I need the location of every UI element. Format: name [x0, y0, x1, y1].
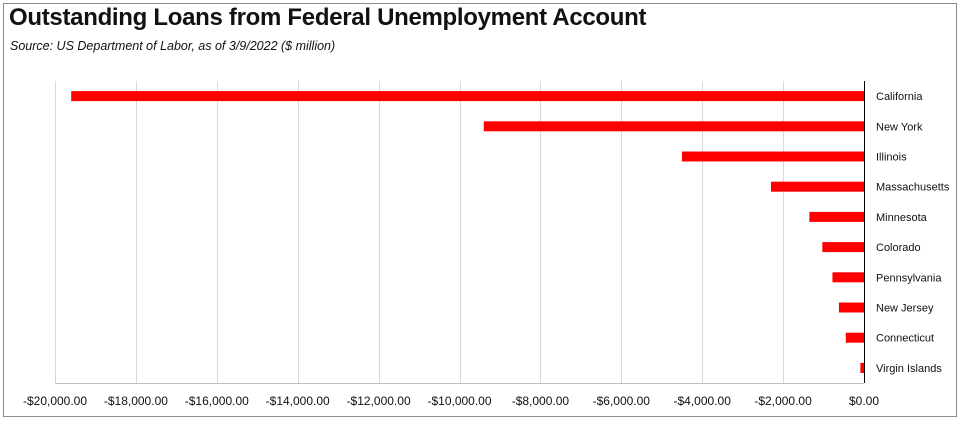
x-tick-label: -$10,000.00 [427, 394, 491, 408]
category-label: Connecticut [876, 333, 934, 345]
bar-connecticut [845, 332, 864, 343]
chart-frame [3, 3, 957, 417]
category-label: New York [876, 121, 923, 133]
bar-california [71, 91, 865, 102]
category-label: Pennsylvania [876, 272, 942, 284]
x-tick-labels: -$20,000.00 -$18,000.00 -$16,000.00 -$14,00… [23, 394, 879, 408]
bars [71, 91, 865, 373]
bar-minnesota [809, 211, 864, 222]
category-label: Minnesota [876, 212, 928, 224]
x-tick-label: -$18,000.00 [104, 394, 168, 408]
gridlines [55, 81, 784, 383]
axes [55, 81, 865, 384]
category-label: Massachusetts [876, 182, 950, 194]
x-tick-label: $0.00 [849, 394, 879, 408]
bar-illinois [681, 151, 864, 162]
category-label: New Jersey [876, 303, 934, 315]
bar-pennsylvania [832, 272, 864, 283]
x-tick-label: -$2,000.00 [754, 394, 812, 408]
x-tick-label: -$4,000.00 [674, 394, 732, 408]
bar-massachusetts [770, 181, 864, 192]
category-labels: California New York Illinois Massachusetts M… [876, 91, 950, 375]
bar-new-jersey [838, 302, 864, 313]
x-tick-label: -$12,000.00 [347, 394, 411, 408]
x-tick-label: -$16,000.00 [185, 394, 249, 408]
bar-virgin-islands [860, 362, 864, 373]
category-label: California [876, 91, 923, 103]
x-tick-label: -$14,000.00 [266, 394, 330, 408]
x-tick-label: -$8,000.00 [512, 394, 570, 408]
x-tick-label: -$20,000.00 [23, 394, 87, 408]
category-label: Colorado [876, 242, 921, 254]
chart-subtitle: Source: US Department of Labor, as of 3/… [10, 39, 336, 53]
category-label: Virgin Islands [876, 363, 942, 375]
bar-colorado [822, 242, 864, 253]
chart-title: Outstanding Loans from Federal Unemploym… [9, 4, 647, 31]
x-tick-label: -$6,000.00 [593, 394, 651, 408]
bar-new-york [483, 121, 864, 132]
category-label: Illinois [876, 152, 907, 164]
